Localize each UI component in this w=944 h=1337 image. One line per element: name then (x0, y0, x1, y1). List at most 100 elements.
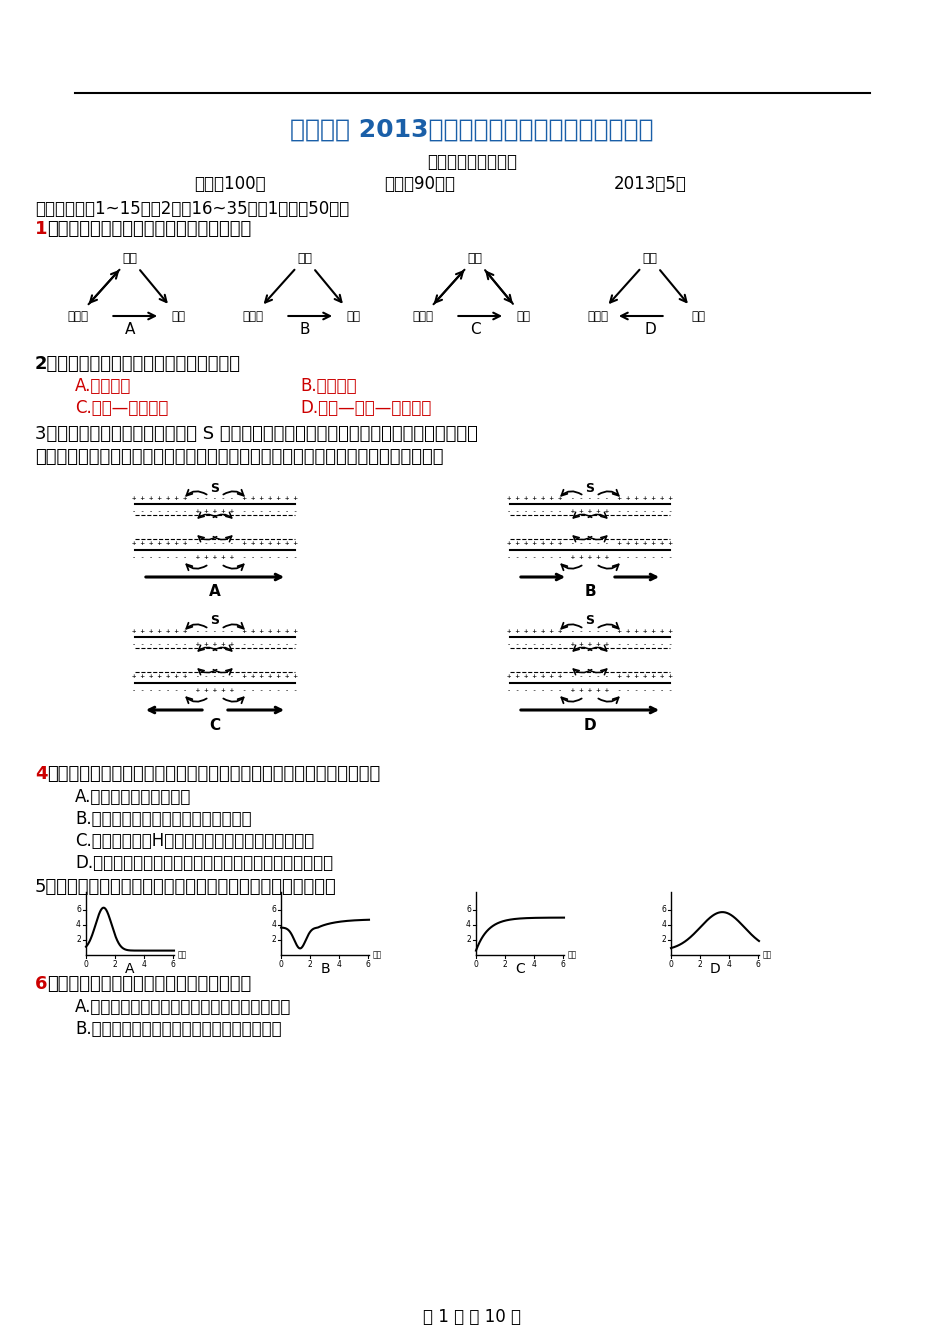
Text: 组织液: 组织液 (413, 309, 433, 322)
Text: A: A (209, 584, 221, 599)
Text: 2: 2 (308, 960, 312, 969)
Text: + + + + + + +  - - - - -  + + + + + + +: + + + + + + + - - - - - + + + + + + + (132, 540, 297, 545)
Text: 第 1 页 共 10 页: 第 1 页 共 10 页 (423, 1308, 520, 1326)
Text: 、下列有关人体体温调节的叙述，错误的是: 、下列有关人体体温调节的叙述，错误的是 (47, 975, 251, 993)
Text: D: D (709, 963, 719, 976)
Text: 0: 0 (473, 960, 478, 969)
Text: A.肾上腺素可使机体在短时间内迅速增加产热量: A.肾上腺素可使机体在短时间内迅速增加产热量 (75, 997, 291, 1016)
Text: S: S (585, 481, 594, 495)
Text: A.神经调节: A.神经调节 (75, 377, 131, 394)
Text: 2: 2 (112, 960, 117, 969)
Text: 血浆: 血浆 (642, 251, 657, 265)
Text: 6: 6 (365, 960, 370, 969)
Text: S: S (211, 481, 219, 495)
Text: 组织液: 组织液 (243, 309, 263, 322)
Text: A: A (125, 322, 135, 337)
Text: C: C (469, 322, 480, 337)
Text: 、下图表示内环境成分间的关系，正确的是: 、下图表示内环境成分间的关系，正确的是 (47, 221, 251, 238)
Text: 6: 6 (170, 960, 176, 969)
Text: 0: 0 (278, 960, 283, 969)
Text: C.神经—体液调节: C.神经—体液调节 (75, 398, 168, 417)
Text: 4: 4 (661, 920, 666, 929)
Text: 血浆: 血浆 (297, 251, 312, 265)
Text: 淋巴: 淋巴 (515, 309, 530, 322)
Text: 2: 2 (697, 960, 701, 969)
Text: D.神经—体液—免疫调节: D.神经—体液—免疫调节 (299, 398, 430, 417)
Text: B.体液调节: B.体液调节 (299, 377, 356, 394)
Text: + + + + + + +  - - - - -  + + + + + + +: + + + + + + + - - - - - + + + + + + + (132, 628, 297, 634)
Text: 3、下图表示一段离体神经纤维的 S 点受到刺激而兴奋时，局部电流和神经兴奋的传导方向: 3、下图表示一段离体神经纤维的 S 点受到刺激而兴奋时，局部电流和神经兴奋的传导… (35, 425, 478, 443)
Text: S: S (585, 615, 594, 627)
Text: + + + + + + +  - - - - -  + + + + + + +: + + + + + + + - - - - - + + + + + + + (507, 495, 672, 501)
Text: 德化一中 2013年春高二年第二次质检生物科试卷: 德化一中 2013年春高二年第二次质检生物科试卷 (290, 118, 653, 142)
Text: 5、下列能反应正常人饭后血液中胰岛素含量变化趋势的曲线是: 5、下列能反应正常人饭后血液中胰岛素含量变化趋势的曲线是 (35, 878, 336, 896)
Text: 4: 4 (142, 960, 146, 969)
Text: B.短期记忆的多次重复可形成长期记忆: B.短期记忆的多次重复可形成长期记忆 (75, 810, 251, 828)
Text: B: B (583, 584, 595, 599)
Text: 血浆: 血浆 (467, 251, 482, 265)
Text: + + + + + + +  - - - - -  + + + + + + +: + + + + + + + - - - - - + + + + + + + (507, 540, 672, 545)
Text: 、下列事例能够说明神经系统中的高级中枢对低级中枢有控制作用的是: 、下列事例能够说明神经系统中的高级中枢对低级中枢有控制作用的是 (47, 765, 379, 783)
Text: 审核者：高二生物组: 审核者：高二生物组 (427, 152, 516, 171)
Text: 2、关于内环境稳态调节机制的现代观点是: 2、关于内环境稳态调节机制的现代观点是 (35, 356, 241, 373)
Text: C: C (514, 963, 524, 976)
Text: - - - - - - -  + + + + +  - - - - - - -: - - - - - - - + + + + + - - - - - - - (132, 508, 297, 513)
Text: 2: 2 (76, 936, 81, 944)
Text: C: C (210, 718, 220, 733)
Text: 6: 6 (755, 960, 760, 969)
Text: 4: 4 (35, 765, 47, 783)
Text: + + + + + + +  - - - - -  + + + + + + +: + + + + + + + - - - - - + + + + + + + (132, 673, 297, 679)
Text: 小时: 小时 (567, 951, 577, 960)
Text: 6: 6 (76, 905, 81, 915)
Text: （弯箭头表示膜内外局部电流的流动方向，直箭头表示兴奋传导方向），其中正确的是: （弯箭头表示膜内外局部电流的流动方向，直箭头表示兴奋传导方向），其中正确的是 (35, 448, 443, 467)
Text: 血浆: 血浆 (123, 251, 138, 265)
Text: 时间：90分钟: 时间：90分钟 (384, 175, 455, 193)
Text: A: A (126, 963, 135, 976)
Text: 4: 4 (465, 920, 470, 929)
Text: 小时: 小时 (177, 951, 187, 960)
Text: B: B (320, 963, 329, 976)
Text: 2: 2 (271, 936, 276, 944)
Text: - - - - - - -  + + + + +  - - - - - - -: - - - - - - - + + + + + - - - - - - - (132, 640, 297, 647)
Text: - - - - - - -  + + + + +  - - - - - - -: - - - - - - - + + + + + - - - - - - - (507, 554, 672, 560)
Text: 淋巴: 淋巴 (346, 309, 360, 322)
Text: C.大脑皮层语言H区损伤，导致人不能听懂别人讲话: C.大脑皮层语言H区损伤，导致人不能听懂别人讲话 (75, 832, 314, 850)
Text: + + + + + + +  - - - - -  + + + + + + +: + + + + + + + - - - - - + + + + + + + (507, 673, 672, 679)
Text: 2: 2 (502, 960, 507, 969)
Text: 1: 1 (35, 221, 47, 238)
Text: - - - - - - -  + + + + +  - - - - - - -: - - - - - - - + + + + + - - - - - - - (507, 640, 672, 647)
Text: 2: 2 (661, 936, 666, 944)
Text: 4: 4 (271, 920, 276, 929)
Text: 4: 4 (336, 960, 341, 969)
Text: - - - - - - -  + + + + +  - - - - - - -: - - - - - - - + + + + + - - - - - - - (132, 554, 297, 560)
Text: 6: 6 (271, 905, 276, 915)
Text: 淋巴: 淋巴 (171, 309, 185, 322)
Text: 6: 6 (465, 905, 470, 915)
Text: 满分：100分: 满分：100分 (194, 175, 265, 193)
Text: D: D (644, 322, 655, 337)
Text: - - - - - - -  + + + + +  - - - - - - -: - - - - - - - + + + + + - - - - - - - (507, 508, 672, 513)
Text: 小时: 小时 (762, 951, 771, 960)
Text: B: B (299, 322, 310, 337)
Text: 4: 4 (76, 920, 81, 929)
Text: 组织液: 组织液 (67, 309, 89, 322)
Text: + + + + + + +  - - - - -  + + + + + + +: + + + + + + + - - - - - + + + + + + + (507, 628, 672, 634)
Text: 4: 4 (531, 960, 536, 969)
Text: A.针刺指尖引起缩手反射: A.针刺指尖引起缩手反射 (75, 787, 192, 806)
Text: D: D (583, 718, 596, 733)
Text: 6: 6 (560, 960, 565, 969)
Text: 淋巴: 淋巴 (690, 309, 704, 322)
Text: 2013年5月: 2013年5月 (613, 175, 685, 193)
Text: 6: 6 (661, 905, 666, 915)
Text: 0: 0 (83, 960, 89, 969)
Text: - - - - - - -  + + + + +  - - - - - - -: - - - - - - - + + + + + - - - - - - - (507, 687, 672, 693)
Text: + + + + + + +  - - - - -  + + + + + + +: + + + + + + + - - - - - + + + + + + + (132, 495, 297, 501)
Text: 一、选择题：1~15题各2分，16~35题各1分，共50分；: 一、选择题：1~15题各2分，16~35题各1分，共50分； (35, 201, 349, 218)
Text: S: S (211, 615, 219, 627)
Text: 小时: 小时 (373, 951, 381, 960)
Text: 0: 0 (667, 960, 673, 969)
Text: - - - - - - -  + + + + +  - - - - - - -: - - - - - - - + + + + + - - - - - - - (132, 687, 297, 693)
Text: 组织液: 组织液 (587, 309, 608, 322)
Text: B.寒冷刺激可使皮肤血管收缩，机体散热减少: B.寒冷刺激可使皮肤血管收缩，机体散热减少 (75, 1020, 281, 1038)
Text: 2: 2 (465, 936, 470, 944)
